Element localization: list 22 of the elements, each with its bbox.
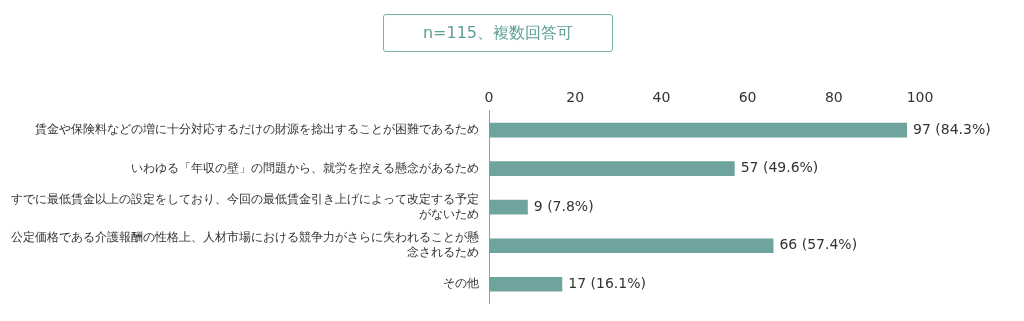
- data-label: 97 (84.3%): [913, 120, 991, 137]
- data-label: 57 (49.6%): [740, 159, 819, 176]
- y-tick-label: 公定価格である介護報酬の性格上、人材市場における競争力がさらに失われることが懸念されるため: [11, 230, 479, 260]
- y-tick-label: 賃金や保険料などの増に十分対応するだけの財源を捻出することが困難であるため: [35, 122, 479, 137]
- y-tick-label: いわゆる「年収の壁」の問題から、就労を控える懸念があるため: [131, 160, 479, 175]
- bar: [489, 238, 774, 254]
- data-label: 66 (57.4%): [779, 236, 858, 253]
- x-tick-label: 20: [566, 89, 585, 106]
- bar: [489, 276, 563, 292]
- x-tick-label: 40: [652, 89, 671, 106]
- x-tick-label: 100: [906, 89, 934, 106]
- x-tick-label: 0: [484, 89, 494, 106]
- bar: [489, 122, 908, 138]
- y-tick-label: その他: [443, 276, 479, 291]
- x-tick-label: 60: [738, 89, 757, 106]
- y-tick-label: すでに最低賃金以上の設定をしており、今回の最低賃金引き上げによって改定する予定がないため: [11, 191, 479, 221]
- data-label: 17 (16.1%): [568, 274, 646, 291]
- data-label: 9 (7.8%): [533, 197, 594, 214]
- x-tick-label: 80: [824, 89, 843, 106]
- bar: [489, 161, 735, 176]
- bar: [489, 199, 528, 215]
- chart-title: n=115、複数回答可: [383, 14, 613, 52]
